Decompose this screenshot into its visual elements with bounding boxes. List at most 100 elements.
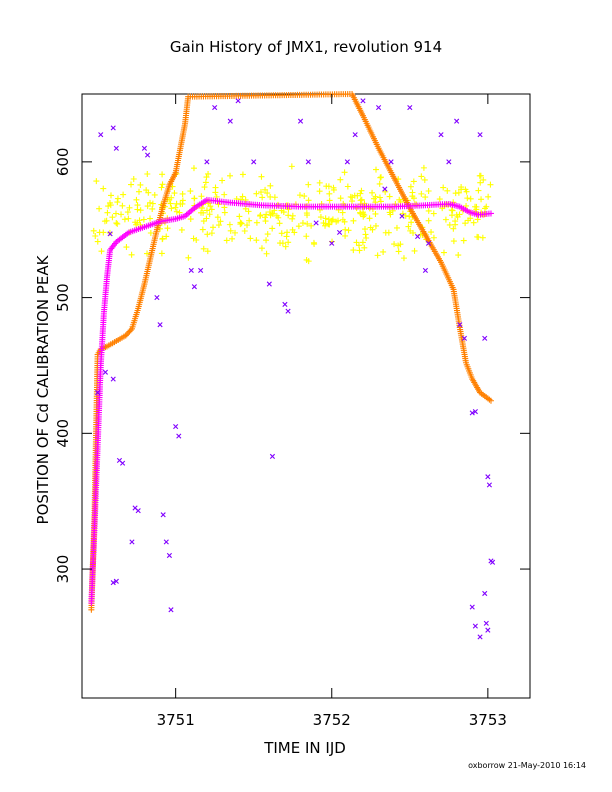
data-point [487,181,494,188]
data-point [316,179,323,186]
data-point [278,230,285,237]
data-point [342,226,349,233]
data-point [465,217,472,224]
data-point [168,607,174,613]
data-point [380,248,387,255]
series-0 [88,91,494,613]
data-point [386,209,393,216]
data-point [193,237,200,244]
data-point [179,190,186,197]
data-point [425,240,432,246]
data-point [304,220,311,227]
data-point [372,210,379,217]
data-point [389,207,396,214]
y-tick-label: 300 [54,555,72,584]
data-point [269,210,276,217]
data-point [373,166,380,173]
data-point [134,202,141,209]
data-point [221,209,228,216]
data-point [274,201,281,208]
data-point [330,186,337,193]
data-point [253,190,260,197]
data-point [328,217,335,224]
data-point [203,207,210,214]
data-point [405,223,412,230]
data-point [418,173,425,180]
data-point [478,196,485,203]
data-point [204,248,211,255]
data-point [185,254,192,261]
data-point [457,322,463,328]
data-point [308,222,315,229]
data-point [395,242,402,249]
data-point [358,187,365,194]
data-point [159,171,166,178]
data-point [400,255,407,262]
data-point [238,220,245,227]
data-point [204,231,211,238]
data-point [147,229,154,236]
data-point [469,410,475,416]
data-point [242,205,249,212]
data-point [258,173,265,180]
data-point [483,203,490,210]
data-point [151,191,158,198]
data-point [98,248,105,255]
data-point [411,247,418,254]
data-point [237,219,244,226]
data-point [359,239,366,246]
data-point [121,216,128,223]
data-point [360,98,366,104]
data-point [461,335,468,341]
data-point [236,213,243,220]
data-point [264,190,271,197]
data-point [313,220,319,226]
data-point [267,193,274,200]
data-point [345,227,352,234]
data-point [369,189,376,196]
data-point [149,205,156,212]
data-point [477,132,483,138]
data-point [269,225,276,232]
data-point [95,390,101,396]
data-point [371,195,378,202]
data-point [198,193,205,200]
data-point [144,171,151,178]
data-point [354,192,361,199]
data-point [342,232,349,239]
data-point [136,188,143,195]
data-point [487,397,494,404]
data-point [337,195,344,202]
data-point [469,604,475,610]
data-point [415,233,421,240]
data-point [144,203,151,210]
data-point [282,243,289,250]
data-point [476,172,483,179]
data-point [460,237,467,244]
data-point [322,220,329,227]
data-point [422,267,429,274]
data-point [455,252,462,259]
data-point [464,195,471,202]
data-point [267,182,274,189]
data-point [350,217,357,224]
data-point [113,578,119,584]
data-point [244,222,251,229]
data-point [323,183,330,190]
data-point [163,539,169,545]
data-point [326,197,333,204]
data-point [201,184,208,191]
data-point [130,175,137,182]
data-point [285,308,291,314]
data-point [299,220,306,227]
data-point [128,181,135,188]
series-layer [88,91,496,640]
data-point [227,227,234,234]
data-point [341,218,348,225]
data-point [363,234,370,241]
data-point [388,159,394,165]
data-point [454,213,461,220]
data-point [341,169,348,176]
data-point [440,249,447,256]
